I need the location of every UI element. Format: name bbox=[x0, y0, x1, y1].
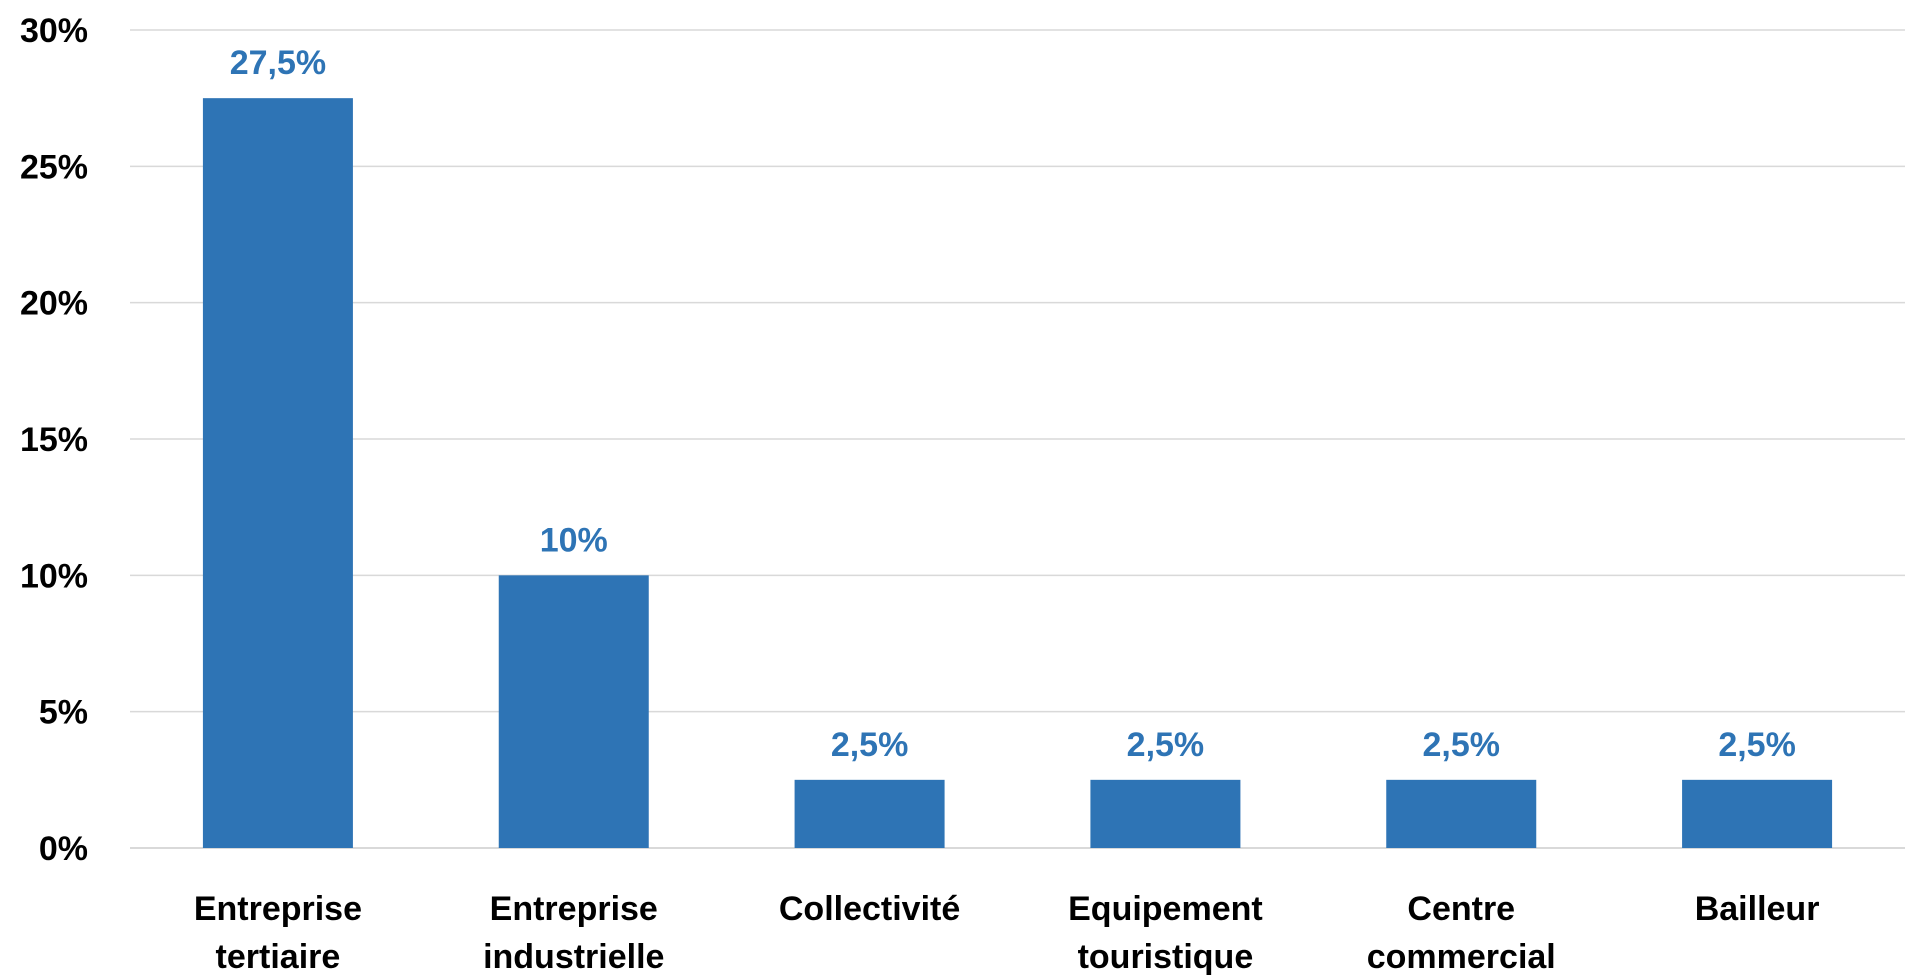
category-label-line: touristique bbox=[1078, 938, 1254, 976]
category-labels: Entreprise tertiaire Entreprise industriell… bbox=[194, 890, 1820, 976]
bars bbox=[202, 98, 1833, 848]
category-label-line: industrielle bbox=[483, 938, 664, 976]
bar-2 bbox=[498, 575, 649, 848]
category-label-3: Collectivité bbox=[779, 890, 960, 928]
category-label-line: Entreprise bbox=[194, 890, 362, 928]
category-label-line: Equipement bbox=[1068, 890, 1263, 928]
category-label-line: Centre bbox=[1407, 890, 1515, 928]
category-label-6: Bailleur bbox=[1695, 890, 1820, 928]
bar-6 bbox=[1682, 779, 1833, 848]
bar-1 bbox=[202, 98, 353, 848]
y-axis-ticks: 0% 5% 10% 15% 20% 25% 30% bbox=[20, 12, 88, 868]
data-label-3: 2,5% bbox=[831, 726, 909, 764]
category-label-1: Entreprise tertiaire bbox=[194, 890, 362, 976]
category-label-line: Bailleur bbox=[1695, 890, 1820, 928]
y-tick-label: 20% bbox=[20, 285, 88, 323]
y-tick-label: 0% bbox=[39, 830, 88, 868]
category-label-4: Equipement touristique bbox=[1068, 890, 1263, 976]
category-label-5: Centre commercial bbox=[1367, 890, 1556, 976]
data-label-6: 2,5% bbox=[1718, 726, 1796, 764]
data-label-2: 10% bbox=[540, 521, 608, 559]
y-tick-label: 25% bbox=[20, 148, 88, 186]
category-label-line: tertiaire bbox=[216, 938, 341, 976]
data-labels: 27,5% 10% 2,5% 2,5% 2,5% 2,5% bbox=[230, 44, 1796, 764]
data-label-1: 27,5% bbox=[230, 44, 326, 82]
bar-5 bbox=[1386, 779, 1537, 848]
y-tick-label: 30% bbox=[20, 12, 88, 50]
y-tick-label: 10% bbox=[20, 557, 88, 595]
y-tick-label: 15% bbox=[20, 421, 88, 459]
category-label-line: Entreprise bbox=[490, 890, 658, 928]
category-label-line: Collectivité bbox=[779, 890, 960, 928]
gridlines bbox=[130, 29, 1905, 849]
category-label-2: Entreprise industrielle bbox=[483, 890, 664, 976]
bar-4 bbox=[1090, 779, 1241, 848]
y-tick-label: 5% bbox=[39, 694, 88, 732]
data-label-4: 2,5% bbox=[1127, 726, 1205, 764]
bar-3 bbox=[794, 779, 945, 848]
category-label-line: commercial bbox=[1367, 938, 1556, 976]
data-label-5: 2,5% bbox=[1423, 726, 1501, 764]
